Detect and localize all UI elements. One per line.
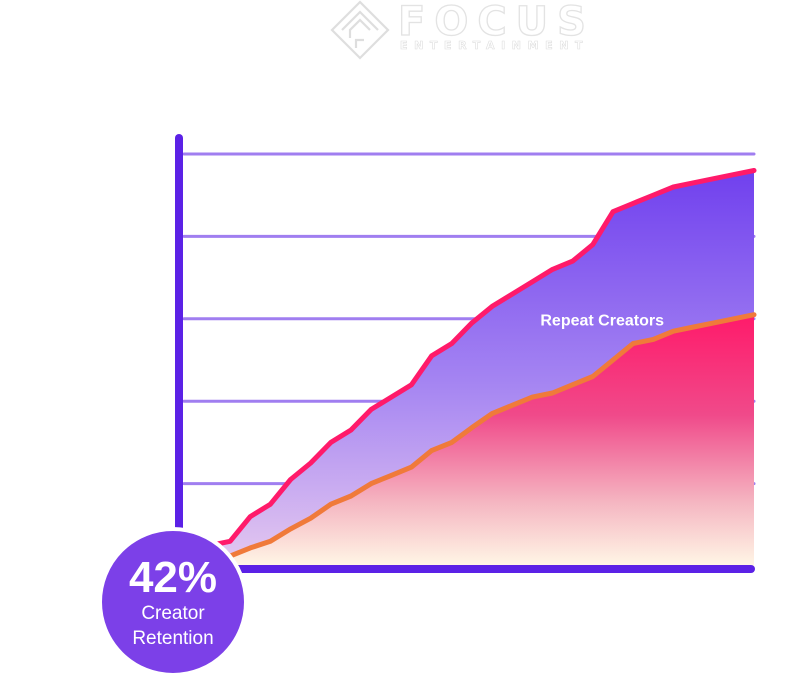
total-creators-point-19 bbox=[590, 242, 596, 247]
total-creators-point-27 bbox=[751, 168, 757, 173]
total-creators-point-5 bbox=[308, 460, 313, 466]
repeat-creators-point-24 bbox=[691, 324, 696, 330]
total-creators-line bbox=[207, 168, 757, 548]
repeat-creators-point-4 bbox=[288, 526, 293, 532]
repeat-creators-point-14 bbox=[489, 411, 495, 416]
repeat-creators-point-23 bbox=[671, 328, 676, 334]
focus-entertainment-logo: FOCUS ENTERTAINMENT bbox=[328, 0, 587, 64]
repeat-creators-point-13 bbox=[469, 425, 475, 430]
repeat-creators-point-19 bbox=[590, 374, 596, 379]
repeat-creators-point-9 bbox=[389, 473, 394, 478]
repeat-creators-point-21 bbox=[630, 341, 636, 346]
total-creators-point-24 bbox=[691, 180, 696, 186]
axes bbox=[175, 134, 755, 573]
repeat-creators-point-10 bbox=[409, 464, 414, 470]
total-creators-point-10 bbox=[409, 382, 414, 387]
total-creators-point-12 bbox=[449, 341, 454, 346]
total-creators-point-16 bbox=[530, 279, 535, 284]
purple-area bbox=[210, 170, 754, 558]
repeat-creators-point-5 bbox=[308, 516, 313, 521]
area-fills bbox=[210, 170, 754, 566]
repeat-creators-point-16 bbox=[530, 394, 535, 400]
total-creators-point-22 bbox=[651, 193, 656, 198]
badge-label-line-1: Creator bbox=[141, 603, 205, 624]
total-creators-point-9 bbox=[389, 394, 394, 400]
repeat-creators-point-15 bbox=[510, 403, 515, 408]
repeat-creators-line bbox=[207, 312, 757, 561]
focus-logo-mark-icon bbox=[330, 0, 390, 60]
total-creators-point-7 bbox=[348, 427, 354, 433]
badge-label-line-2: Retention bbox=[132, 628, 214, 649]
total-creators-point-17 bbox=[550, 267, 555, 272]
total-creators-point-23 bbox=[671, 184, 676, 190]
repeat-creators-point-18 bbox=[570, 382, 575, 387]
logo-wordmark: FOCUS bbox=[397, 0, 595, 45]
total-creators-point-14 bbox=[489, 304, 495, 309]
total-creators-point-6 bbox=[328, 440, 334, 445]
total-creators-point-18 bbox=[570, 258, 575, 264]
repeat-creators-point-7 bbox=[348, 493, 354, 499]
repeat-creators-point-22 bbox=[651, 337, 656, 342]
total-creators-point-21 bbox=[630, 201, 636, 206]
repeat-creators-point-8 bbox=[368, 481, 374, 486]
total-creators-point-26 bbox=[731, 172, 737, 177]
repeat-creators-point-26 bbox=[731, 316, 737, 321]
repeat-creators-point-2 bbox=[248, 545, 253, 551]
total-creators-point-13 bbox=[469, 320, 475, 326]
retention-percentage: 42% bbox=[128, 553, 218, 602]
repeat-creators-point-12 bbox=[449, 440, 454, 445]
annotation-label-0: Repeat Creators bbox=[540, 312, 664, 329]
total-creators-point-1 bbox=[227, 539, 233, 544]
total-creators-point-25 bbox=[711, 176, 716, 181]
total-creators-point-11 bbox=[429, 353, 434, 359]
repeat-creators-point-25 bbox=[711, 320, 716, 326]
series-lines bbox=[207, 168, 757, 561]
total-creators-point-3 bbox=[268, 502, 273, 507]
repeat-creators-point-6 bbox=[328, 502, 334, 507]
total-creators-point-2 bbox=[248, 514, 253, 519]
repeat-creators-area bbox=[210, 314, 754, 566]
repeat-creators-point-20 bbox=[610, 357, 616, 363]
total-creators-point-20 bbox=[610, 209, 616, 214]
logo-tagline: ENTERTAINMENT bbox=[400, 39, 590, 52]
repeat-creators-point-3 bbox=[268, 539, 273, 544]
annotations: Repeat Creators bbox=[540, 312, 664, 329]
total-creators-point-15 bbox=[510, 291, 515, 297]
repeat-creators-point-27 bbox=[751, 312, 757, 317]
total-creators-point-4 bbox=[288, 477, 293, 482]
repeat-creators-point-17 bbox=[550, 390, 555, 396]
total-creators-point-8 bbox=[368, 407, 374, 412]
creator-retention-badge: 42% Creator Retention bbox=[98, 527, 248, 677]
repeat-creators-point-11 bbox=[429, 448, 434, 453]
